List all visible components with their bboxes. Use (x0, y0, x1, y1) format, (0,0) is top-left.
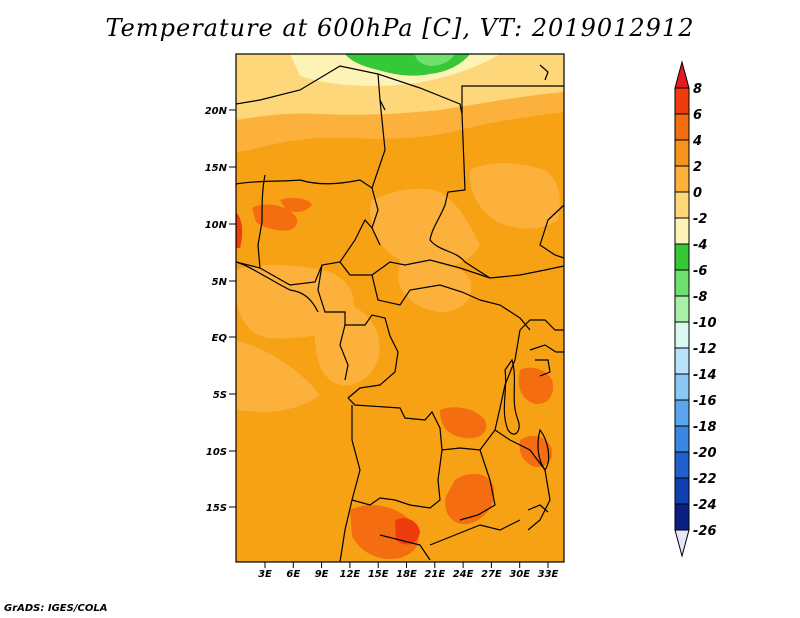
lon-label: 15E (368, 569, 389, 580)
colorbar-swatch (674, 321, 690, 349)
colorbar: 8 6 4 2 0 -2 -4 -6 -8 -10 -12 -14 -16 -18 -20 -22 -24 -26 (674, 60, 717, 558)
lat-label: 5N (212, 277, 228, 288)
colorbar-label: 6 (693, 108, 702, 123)
colorbar-bottom-arrow (674, 529, 690, 558)
colorbar-swatch (674, 269, 690, 297)
lon-label: 24E (453, 569, 474, 580)
lon-label: 21E (424, 569, 445, 580)
colorbar-top-arrow (674, 60, 690, 89)
colorbar-swatch (674, 295, 690, 323)
chart-title: Temperature at 600hPa [C], VT: 201901291… (105, 14, 695, 42)
longitude-axis: 3E 6E 9E 12E 15E 18E 21E 24E 27E 30E 33E (258, 562, 559, 580)
lon-label: 27E (481, 569, 502, 580)
colorbar-swatch (674, 191, 690, 219)
colorbar-label: 8 (693, 82, 702, 97)
lon-label: 18E (396, 569, 417, 580)
latitude-axis: 20N 15N 10N 5N EQ 5S 10S 15S (205, 106, 236, 514)
colorbar-label: -24 (693, 498, 717, 513)
colorbar-swatch (674, 139, 690, 167)
colorbar-swatch (674, 425, 690, 453)
colorbar-label: -18 (693, 420, 717, 435)
credit-text: GrADS: IGES/COLA (4, 603, 108, 614)
colorbar-label: -4 (693, 238, 707, 253)
colorbar-swatch (674, 113, 690, 141)
lat-label: 20N (205, 106, 228, 117)
lat-label: 10S (206, 447, 227, 458)
colorbar-swatch (674, 347, 690, 375)
lat-label: 5S (213, 390, 227, 401)
colorbar-label: -16 (693, 394, 717, 409)
colorbar-label: -6 (693, 264, 707, 279)
colorbar-label: -22 (693, 472, 717, 487)
colorbar-swatch (674, 165, 690, 193)
colorbar-label: 4 (692, 134, 702, 149)
colorbar-swatch (674, 477, 690, 505)
temperature-field (236, 54, 564, 562)
colorbar-swatch (674, 243, 690, 271)
colorbar-swatch (674, 217, 690, 245)
colorbar-swatch (674, 373, 690, 401)
colorbar-label: -12 (693, 342, 717, 357)
lat-label: 15N (205, 163, 228, 174)
colorbar-label: -14 (693, 368, 717, 383)
lon-label: 30E (509, 569, 530, 580)
colorbar-label: -8 (693, 290, 707, 305)
country-borders (236, 64, 564, 562)
lon-label: 3E (258, 569, 272, 580)
lat-label: 15S (206, 503, 227, 514)
lat-label: EQ (212, 333, 228, 344)
map-frame (235, 53, 565, 563)
lon-label: 6E (286, 569, 300, 580)
colorbar-label: -10 (693, 316, 717, 331)
colorbar-swatch (674, 451, 690, 479)
lat-label: 10N (205, 220, 228, 231)
colorbar-label: -2 (693, 212, 707, 227)
lon-label: 33E (538, 569, 559, 580)
colorbar-swatch (674, 87, 690, 115)
colorbar-label: -20 (693, 446, 717, 461)
colorbar-swatch (674, 503, 690, 531)
colorbar-swatch (674, 399, 690, 427)
colorbar-label: 0 (693, 186, 702, 201)
lon-label: 12E (340, 569, 361, 580)
colorbar-label: -26 (693, 524, 717, 539)
colorbar-label: 2 (693, 160, 702, 175)
lon-label: 9E (315, 569, 329, 580)
